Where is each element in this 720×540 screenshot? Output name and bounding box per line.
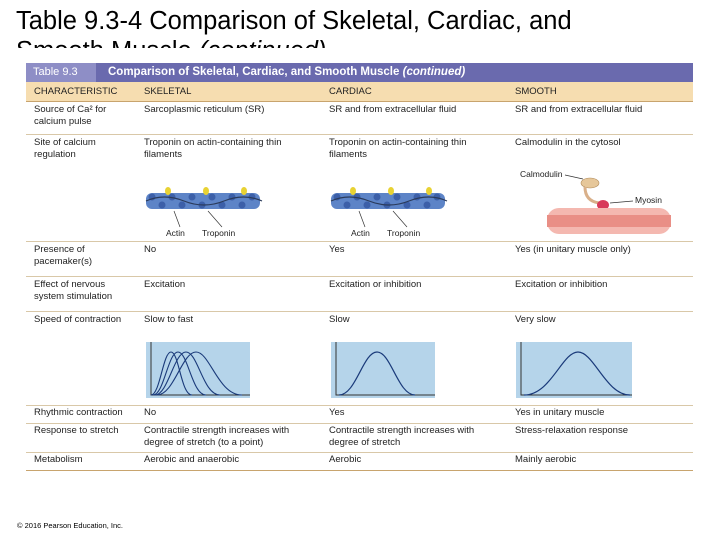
cell-characteristic: Presence of pacemaker(s)	[34, 244, 93, 267]
cell-characteristic: Metabolism	[34, 454, 83, 465]
slide-title-line-2-main: Smooth Muscle	[16, 37, 199, 48]
cell-characteristic: Rhythmic contraction	[34, 407, 123, 418]
header-cardiac: CARDIAC	[329, 86, 372, 97]
table-title: Comparison of Skeletal, Cardiac, and Smo…	[108, 63, 465, 82]
table-row: Rhythmic contraction No Yes Yes in unita…	[26, 406, 693, 424]
cell-cardiac: Aerobic	[329, 454, 362, 465]
cell-skeletal: Sarcoplasmic reticulum (SR)	[144, 104, 265, 115]
cell-skeletal: Contractile strength increases with degr…	[144, 425, 290, 448]
label-troponin: Troponin	[387, 228, 421, 238]
table-title-continued: (continued)	[402, 66, 466, 78]
contraction-speed-plot-skeletal	[146, 342, 250, 398]
cell-cardiac: Yes	[329, 244, 345, 255]
cell-cardiac: Yes	[329, 407, 345, 418]
cell-cardiac: Contractile strength increases with degr…	[329, 425, 475, 448]
table-row: Effect of nervous system stimulation Exc…	[26, 277, 693, 312]
cell-cardiac: Troponin on actin-containing thin filame…	[329, 137, 467, 160]
cell-smooth: Calmodulin in the cytosol	[515, 137, 621, 148]
cell-characteristic: Speed of contraction	[34, 314, 122, 325]
table-row: Response to stretch Contractile strength…	[26, 424, 693, 453]
header-skeletal: SKELETAL	[144, 86, 192, 97]
cell-smooth: Excitation or inhibition	[515, 279, 608, 290]
cell-skeletal: Slow to fast	[144, 314, 194, 325]
header-characteristic: CHARACTERISTIC	[34, 86, 118, 97]
thin-filament-skeletal-illustration: Actin Troponin	[145, 187, 263, 238]
cell-skeletal: Aerobic and anaerobic	[144, 454, 240, 465]
slide-title: Table 9.3-4 Comparison of Skeletal, Card…	[16, 6, 716, 48]
cell-cardiac: Excitation or inhibition	[329, 279, 422, 290]
table-banner: Table 9.3 Comparison of Skeletal, Cardia…	[26, 63, 693, 82]
calmodulin-myosin-illustration: Calmodulin Myosin	[520, 169, 671, 234]
cell-smooth: Mainly aerobic	[515, 454, 577, 465]
label-calmodulin: Calmodulin	[520, 169, 563, 179]
table-row: Source of Ca² for calcium pulse Sarcopla…	[26, 102, 693, 135]
cell-characteristic: Source of Ca² for calcium pulse	[34, 104, 107, 127]
slide-title-line-2-italic: (continued)	[199, 37, 327, 48]
label-myosin: Myosin	[635, 195, 662, 205]
table-row: Speed of contraction Slow to fast Slow V…	[26, 312, 693, 406]
label-actin: Actin	[351, 228, 370, 238]
cell-skeletal: No	[144, 407, 157, 418]
cell-smooth: SR and from extracellular fluid	[515, 104, 643, 115]
cell-smooth: Stress-relaxation response	[515, 425, 628, 436]
cell-cardiac: SR and from extracellular fluid	[329, 104, 457, 115]
label-troponin: Troponin	[202, 228, 236, 238]
label-actin: Actin	[166, 228, 185, 238]
cell-skeletal: Troponin on actin-containing thin filame…	[144, 137, 282, 160]
copyright-notice: © 2016 Pearson Education, Inc.	[17, 521, 124, 530]
cell-characteristic: Site of calcium regulation	[34, 137, 96, 160]
cell-cardiac: Slow	[329, 314, 350, 325]
table-row: Site of calcium regulation Troponin on a…	[26, 135, 693, 242]
table-number: Table 9.3	[26, 63, 96, 82]
cell-smooth: Yes (in unitary muscle only)	[515, 244, 631, 255]
table-row: Presence of pacemaker(s) No Yes Yes (in …	[26, 242, 693, 277]
cell-smooth: Yes in unitary muscle	[515, 407, 605, 418]
cell-skeletal: No	[144, 244, 157, 255]
header-smooth: SMOOTH	[515, 86, 557, 97]
table-row: Metabolism Aerobic and anaerobic Aerobic…	[26, 453, 693, 471]
thin-filament-cardiac-illustration: Actin Troponin	[330, 187, 448, 238]
table-title-main: Comparison of Skeletal, Cardiac, and Smo…	[108, 66, 400, 78]
slide-title-line-2: Smooth Muscle (continued)	[16, 36, 716, 48]
contraction-speed-plot-cardiac	[331, 342, 435, 398]
slide-title-line-1: Table 9.3-4 Comparison of Skeletal, Card…	[16, 7, 572, 35]
cell-smooth: Very slow	[515, 314, 556, 325]
cell-skeletal: Excitation	[144, 279, 186, 290]
table-header-row: CHARACTERISTIC SKELETAL CARDIAC SMOOTH	[26, 82, 693, 102]
contraction-speed-plot-smooth	[516, 342, 632, 398]
cell-characteristic: Effect of nervous system stimulation	[34, 279, 113, 302]
cell-characteristic: Response to stretch	[34, 425, 119, 436]
